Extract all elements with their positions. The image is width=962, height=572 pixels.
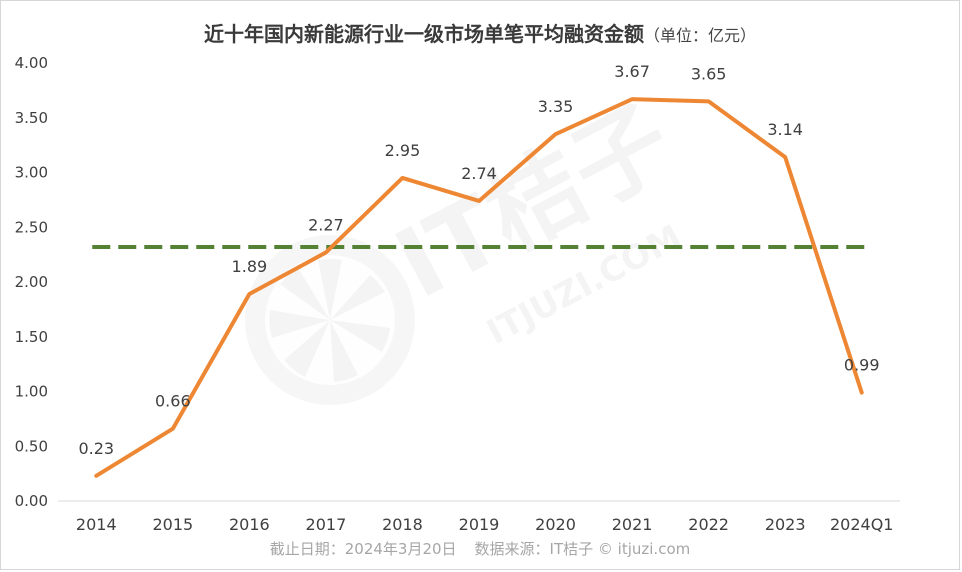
y-tick-label: 0.00: [15, 492, 48, 510]
watermark: IT桔子 ITJUZI.COM: [265, 84, 690, 385]
series-line: [94, 97, 864, 478]
footer-date: 截止日期：2024年3月20日: [269, 540, 457, 558]
footer-source: 数据来源：IT桔子 © itjuzi.com: [474, 540, 691, 558]
y-tick-label: 3.00: [15, 164, 48, 182]
x-tick-label: 2014: [76, 515, 117, 534]
y-tick-label: 1.50: [15, 328, 48, 346]
title-text: 近十年国内新能源行业一级市场单笔平均融资金额: [203, 22, 644, 46]
y-axis: 0.00 0.50 1.00 1.50 2.00 2.50 3.00 3.50 4.00: [15, 54, 48, 510]
data-label: 1.89: [232, 257, 268, 276]
x-tick-label: 2017: [306, 515, 347, 534]
x-tick-label: 2016: [229, 515, 270, 534]
chart-footer: 截止日期：2024年3月20日 数据来源：IT桔子 © itjuzi.com: [0, 538, 960, 559]
data-label: 3.67: [614, 62, 650, 81]
unit-label: （单位：亿元）: [643, 26, 756, 45]
watermark-brand: IT桔子: [378, 84, 689, 321]
y-tick-label: 4.00: [15, 54, 48, 72]
chart-title: 近十年国内新能源行业一级市场单笔平均融资金额（单位：亿元）: [0, 18, 960, 52]
x-tick-label: 2018: [382, 515, 423, 534]
data-label: 2.95: [385, 141, 421, 160]
x-tick-label: 2020: [535, 515, 576, 534]
data-label: 3.65: [691, 64, 727, 83]
data-label: 0.66: [155, 392, 191, 411]
data-labels: 0.23 0.66 1.89 2.27 2.95 2.74 3.35 3.67 3.65 3.14…: [78, 62, 879, 458]
y-tick-label: 3.50: [15, 109, 48, 127]
orange-slice-logo: [265, 255, 395, 385]
y-tick-label: 2.00: [15, 273, 48, 291]
x-tick-label: 2022: [688, 515, 729, 534]
x-axis: 2014 2015 2016 2017 2018 2019 2020 2021 2022 2023…: [76, 515, 894, 534]
x-tick-label: 2023: [765, 515, 806, 534]
data-label: 3.35: [538, 97, 574, 116]
data-label: 0.99: [844, 356, 880, 375]
x-tick-label: 2015: [152, 515, 193, 534]
data-label: 2.74: [461, 164, 497, 183]
y-tick-label: 0.50: [15, 437, 48, 455]
y-tick-label: 1.00: [15, 383, 48, 401]
x-tick-label: 2024Q1: [830, 515, 894, 534]
x-tick-label: 2019: [459, 515, 500, 534]
data-label: 0.23: [78, 439, 114, 458]
data-label: 3.14: [767, 120, 803, 139]
data-label: 2.27: [308, 215, 344, 234]
x-tick-label: 2021: [612, 515, 653, 534]
y-tick-label: 2.50: [15, 218, 48, 236]
